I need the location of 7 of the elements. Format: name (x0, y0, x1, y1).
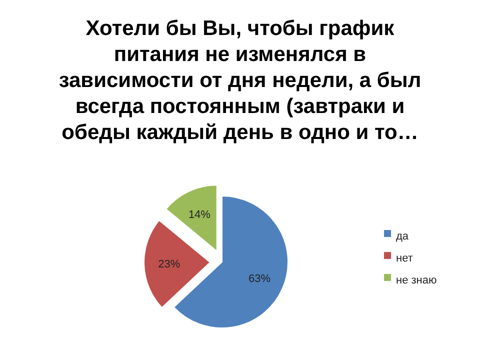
data-label: 63% (248, 273, 271, 286)
legend-label: не знаю (396, 274, 437, 286)
legend-label: нет (396, 252, 413, 264)
legend-label: да (396, 230, 410, 242)
chart-title: Хотели бы Вы, чтобы график питания не изменялся в зависимости от дня недели, а был всегда постоянным (завтраки и обеды каждый день в одно и то… (58, 17, 422, 144)
data-label: 14% (188, 208, 211, 221)
data-label: 23% (158, 258, 180, 271)
